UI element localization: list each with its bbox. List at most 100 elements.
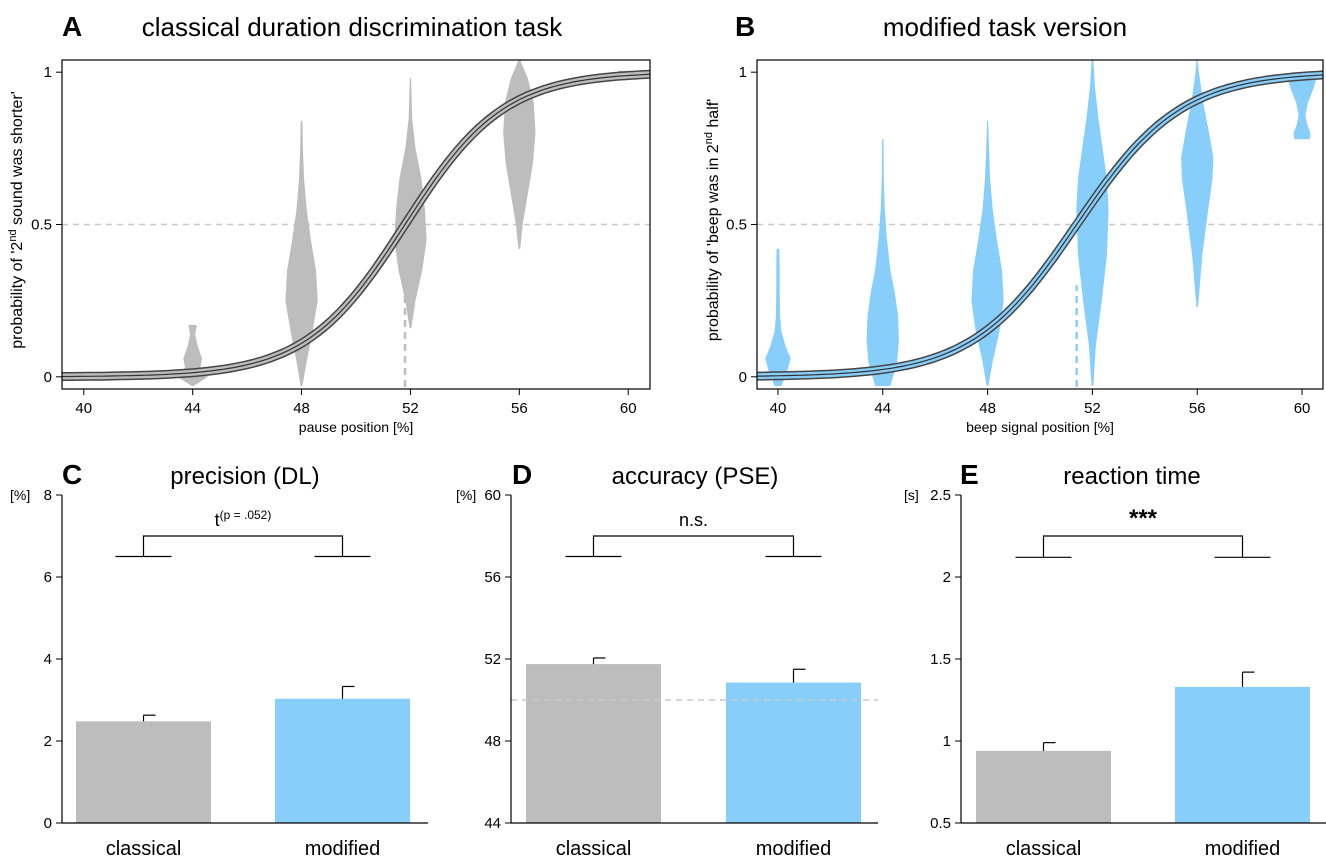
y-axis-label-sup: nd: [7, 229, 19, 241]
violin-56: [1181, 60, 1214, 307]
significance-label: ***: [1129, 505, 1158, 532]
y-tick-label: 6: [44, 569, 52, 586]
y-tick-label: 2: [44, 733, 52, 750]
psychometric-curve: [757, 71, 1324, 380]
violin-48: [971, 120, 1004, 387]
y-tick-label: 0.5: [31, 217, 52, 234]
x-tick-label: 48: [979, 400, 996, 417]
x-tick-label: 52: [402, 400, 419, 417]
significance-sup: (p = .052): [220, 508, 272, 522]
x-tick-label: 56: [1189, 400, 1206, 417]
y-tick-label: 0: [739, 369, 747, 386]
significance-bracket: [592, 535, 795, 557]
violin-60: [1287, 72, 1317, 140]
plot-frame: [756, 59, 1324, 390]
x-tick-label: 48: [293, 400, 310, 417]
x-tick-label: 44: [184, 400, 201, 417]
significance-main: t: [215, 510, 220, 530]
significance-label: t(p = .052): [215, 508, 272, 530]
unit-label: [s]: [904, 487, 919, 503]
unit-label: [%]: [10, 487, 30, 503]
x-category-label: classical: [106, 838, 182, 859]
violin-52: [394, 78, 427, 329]
y-tick-label: 52: [484, 651, 501, 668]
y-tick-label: 8: [44, 487, 52, 504]
x-category-label: modified: [305, 838, 381, 859]
significance-main: ***: [1129, 505, 1158, 532]
y-tick-label: 0.5: [726, 217, 747, 234]
x-tick-label: 44: [874, 400, 891, 417]
y-tick-label: 4: [44, 651, 52, 668]
y-axis-label: probability of 'beep was in 2nd half': [703, 99, 722, 342]
y-axis-label-part: half': [705, 99, 722, 132]
psychometric-curve-center: [62, 73, 651, 378]
panel-letter: E: [960, 459, 979, 490]
panel-letter: B: [735, 11, 755, 42]
psychometric-curve-outline: [62, 69, 651, 381]
violin-48: [285, 120, 318, 387]
panel-title: reaction time: [1063, 463, 1200, 490]
violin-56: [503, 60, 536, 249]
y-tick-label: 2: [943, 569, 951, 586]
y-tick-label: 1: [44, 64, 52, 81]
y-tick-label: 0: [44, 815, 52, 832]
panel-title: precision (DL): [170, 463, 319, 490]
panel-letter: A: [62, 11, 82, 42]
y-tick-label: 44: [484, 815, 501, 832]
x-tick-label: 40: [770, 400, 787, 417]
x-tick-label: 56: [511, 400, 528, 417]
y-tick-label: 2.5: [930, 487, 951, 504]
psychometric-curve-outline: [757, 70, 1324, 381]
y-axis-label-part: sound was shorter': [9, 91, 26, 229]
x-axis-label: beep signal position [%]: [966, 419, 1114, 435]
significance-bracket: [1042, 535, 1244, 558]
unit-label: [%]: [456, 487, 476, 503]
y-axis-label-part: probability of 'beep was in 2: [705, 144, 722, 341]
y-axis-label: probability of '2nd sound was shorter': [7, 91, 26, 349]
y-axis-label-part: probability of '2: [9, 242, 26, 349]
violin-52: [1076, 60, 1109, 386]
psychometric-curve: [62, 71, 651, 380]
psychometric-curve-center: [757, 74, 1324, 377]
y-tick-label: 1: [943, 733, 951, 750]
x-category-label: modified: [756, 838, 832, 859]
bar-classical: [526, 664, 661, 823]
bar-modified: [275, 698, 410, 823]
x-tick-label: 40: [75, 400, 92, 417]
y-axis-label-sup: nd: [703, 132, 715, 144]
y-tick-label: 48: [484, 733, 501, 750]
bar-classical: [76, 721, 211, 823]
x-category-label: classical: [556, 838, 632, 859]
y-tick-label: 0.5: [930, 815, 951, 832]
x-tick-label: 60: [620, 400, 637, 417]
bar-classical: [976, 750, 1111, 823]
violin-44: [866, 139, 899, 386]
violin-40: [765, 248, 791, 386]
significance-label: n.s.: [679, 510, 708, 530]
x-axis-label: pause position [%]: [299, 419, 413, 435]
panel-title: accuracy (PSE): [612, 463, 779, 490]
x-category-label: modified: [1205, 838, 1281, 859]
y-tick-label: 1: [739, 64, 747, 81]
y-tick-label: 1.5: [930, 651, 951, 668]
bar-modified: [726, 682, 861, 823]
x-category-label: classical: [1006, 838, 1082, 859]
panel-title: classical duration discrimination task: [142, 12, 564, 42]
panel-letter: D: [512, 459, 532, 490]
significance-main: n.s.: [679, 510, 708, 530]
y-tick-label: 56: [484, 569, 501, 586]
bar-modified: [1175, 686, 1310, 823]
significance-bracket: [142, 535, 344, 557]
panel-title: modified task version: [883, 12, 1127, 42]
panel-letter: C: [62, 459, 82, 490]
y-tick-label: 60: [484, 487, 501, 504]
y-tick-label: 0: [44, 369, 52, 386]
x-tick-label: 60: [1294, 400, 1311, 417]
x-tick-label: 52: [1084, 400, 1101, 417]
